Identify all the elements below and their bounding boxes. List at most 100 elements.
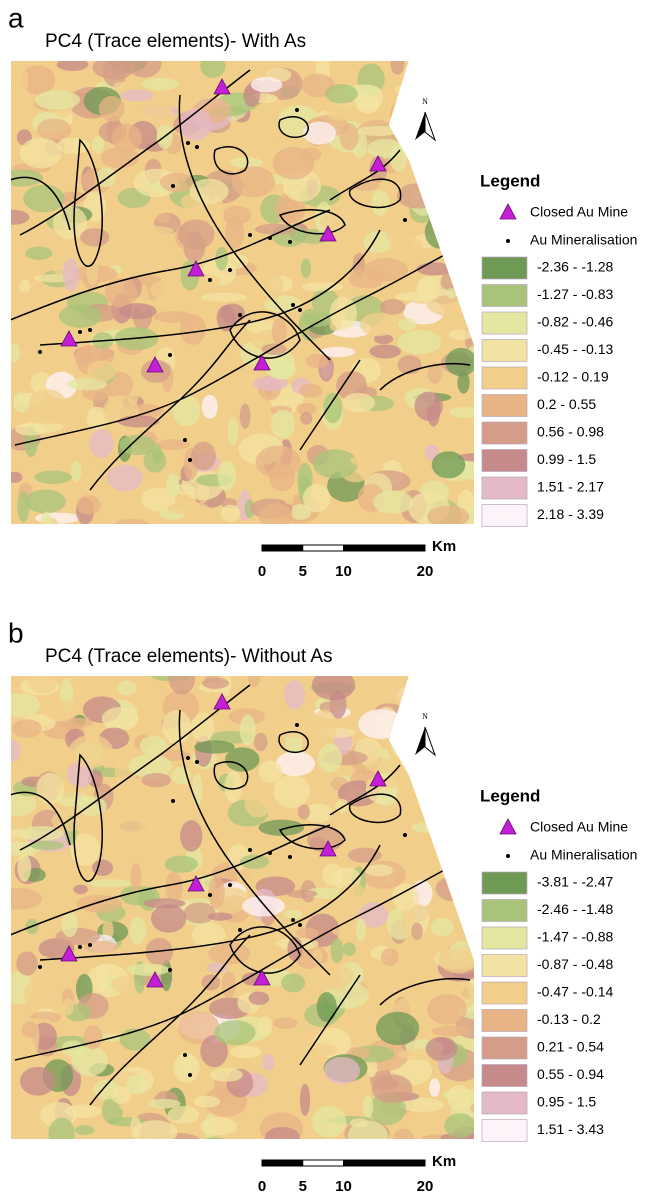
map-patch: [183, 902, 216, 924]
map-patch: [21, 1021, 38, 1038]
map-patch: [208, 876, 225, 909]
map-patch: [23, 184, 65, 213]
map-patch: [113, 81, 132, 91]
map-patch: [25, 246, 53, 260]
legend-symbol: Closed Au Mine: [530, 204, 628, 220]
map-patch: [189, 178, 229, 204]
closed-au-mine: [369, 770, 387, 787]
map-patch: [441, 148, 463, 183]
map-patch: [61, 1040, 84, 1057]
map-patch: [141, 100, 174, 130]
map-patch: [280, 1031, 295, 1058]
map-patch: [457, 452, 475, 462]
map-patch: [355, 918, 367, 942]
map-patch: [442, 840, 475, 869]
scale-unit: Km: [432, 538, 456, 555]
map-patch: [317, 381, 335, 392]
map-patch: [62, 998, 74, 1016]
map-patch: [10, 693, 40, 718]
map-patch: [470, 1104, 475, 1113]
map-patch: [83, 940, 119, 954]
legend-swatch: [481, 311, 528, 335]
map-patch: [180, 820, 203, 852]
map-patch: [207, 912, 233, 921]
scale-tick-label: 20: [417, 1178, 434, 1195]
map-patch: [300, 411, 313, 425]
map-patch: [119, 434, 156, 456]
au-mineralisation: [88, 943, 92, 947]
map-patch: [305, 913, 340, 947]
map-patch: [424, 60, 466, 80]
map-patch: [104, 278, 138, 308]
map-patch: [179, 314, 207, 345]
legend-swatch: [481, 366, 528, 390]
north-arrow: [424, 111, 437, 142]
map-patch: [27, 414, 67, 425]
map-patch: [56, 60, 89, 71]
au-mineralisation: [295, 108, 299, 112]
map-patch: [365, 864, 393, 877]
map-patch: [390, 60, 405, 75]
map-patch: [61, 911, 78, 938]
map-patch: [258, 819, 305, 836]
map-patch: [178, 108, 212, 141]
map-patch: [440, 823, 474, 856]
map-patch: [364, 758, 399, 774]
geology-line: [278, 115, 309, 139]
au-mineralisation: [88, 328, 92, 332]
map-patch: [416, 69, 452, 99]
map-patch: [425, 769, 448, 788]
legend-swatch: [481, 284, 528, 307]
legend-label: -2.46 - -1.48: [537, 901, 613, 917]
legend-swatch: [481, 1036, 528, 1060]
map-patch: [258, 760, 283, 783]
map-patch: [299, 1083, 311, 1116]
map-patch: [10, 209, 30, 225]
legend-label: -0.45 - -0.13: [537, 341, 613, 357]
geology-line: [349, 793, 402, 824]
scale-tick-label: 5: [299, 1178, 307, 1195]
map-patch: [289, 504, 312, 520]
closed-au-mine: [253, 969, 271, 986]
map-patch: [231, 166, 275, 198]
map-patch: [369, 344, 402, 359]
au-mineralisation: [168, 353, 172, 357]
map-patch: [173, 1053, 200, 1083]
closed-au-mine: [213, 78, 231, 95]
map-patch: [423, 86, 440, 97]
map-patch: [91, 136, 105, 154]
map-patch: [429, 772, 460, 790]
map-patch: [27, 675, 58, 694]
map-patch: [148, 1098, 181, 1109]
au-mineralisation: [295, 723, 299, 727]
map-patch: [113, 817, 148, 847]
map-patch: [445, 347, 475, 377]
au-mineralisation: [171, 799, 175, 803]
map-patch: [281, 973, 306, 993]
map-patch: [214, 1020, 256, 1046]
map-patch: [17, 490, 30, 523]
map-patch: [303, 803, 333, 823]
map-patch: [270, 711, 317, 738]
map-patch: [88, 879, 133, 888]
map-patch: [141, 773, 171, 788]
map-patch: [19, 1066, 56, 1096]
map-patch: [257, 1016, 273, 1036]
map-patch: [298, 383, 323, 398]
map-patch: [286, 889, 318, 899]
legend-swatch: [481, 1009, 528, 1032]
legend-swatch: [481, 926, 528, 950]
au-mineralisation: [38, 965, 42, 969]
map-patch: [347, 847, 382, 863]
map-patch: [220, 303, 246, 324]
au-mineralisation: [188, 458, 192, 462]
legend-dot: [506, 854, 510, 858]
map-patch: [16, 951, 38, 976]
map-patch: [452, 682, 475, 702]
map-patch: [70, 833, 101, 866]
map-patch: [164, 855, 198, 873]
map-patch: [435, 180, 452, 203]
map-patch: [371, 1074, 413, 1104]
map-patch: [349, 1118, 369, 1128]
map-patch: [467, 741, 475, 760]
